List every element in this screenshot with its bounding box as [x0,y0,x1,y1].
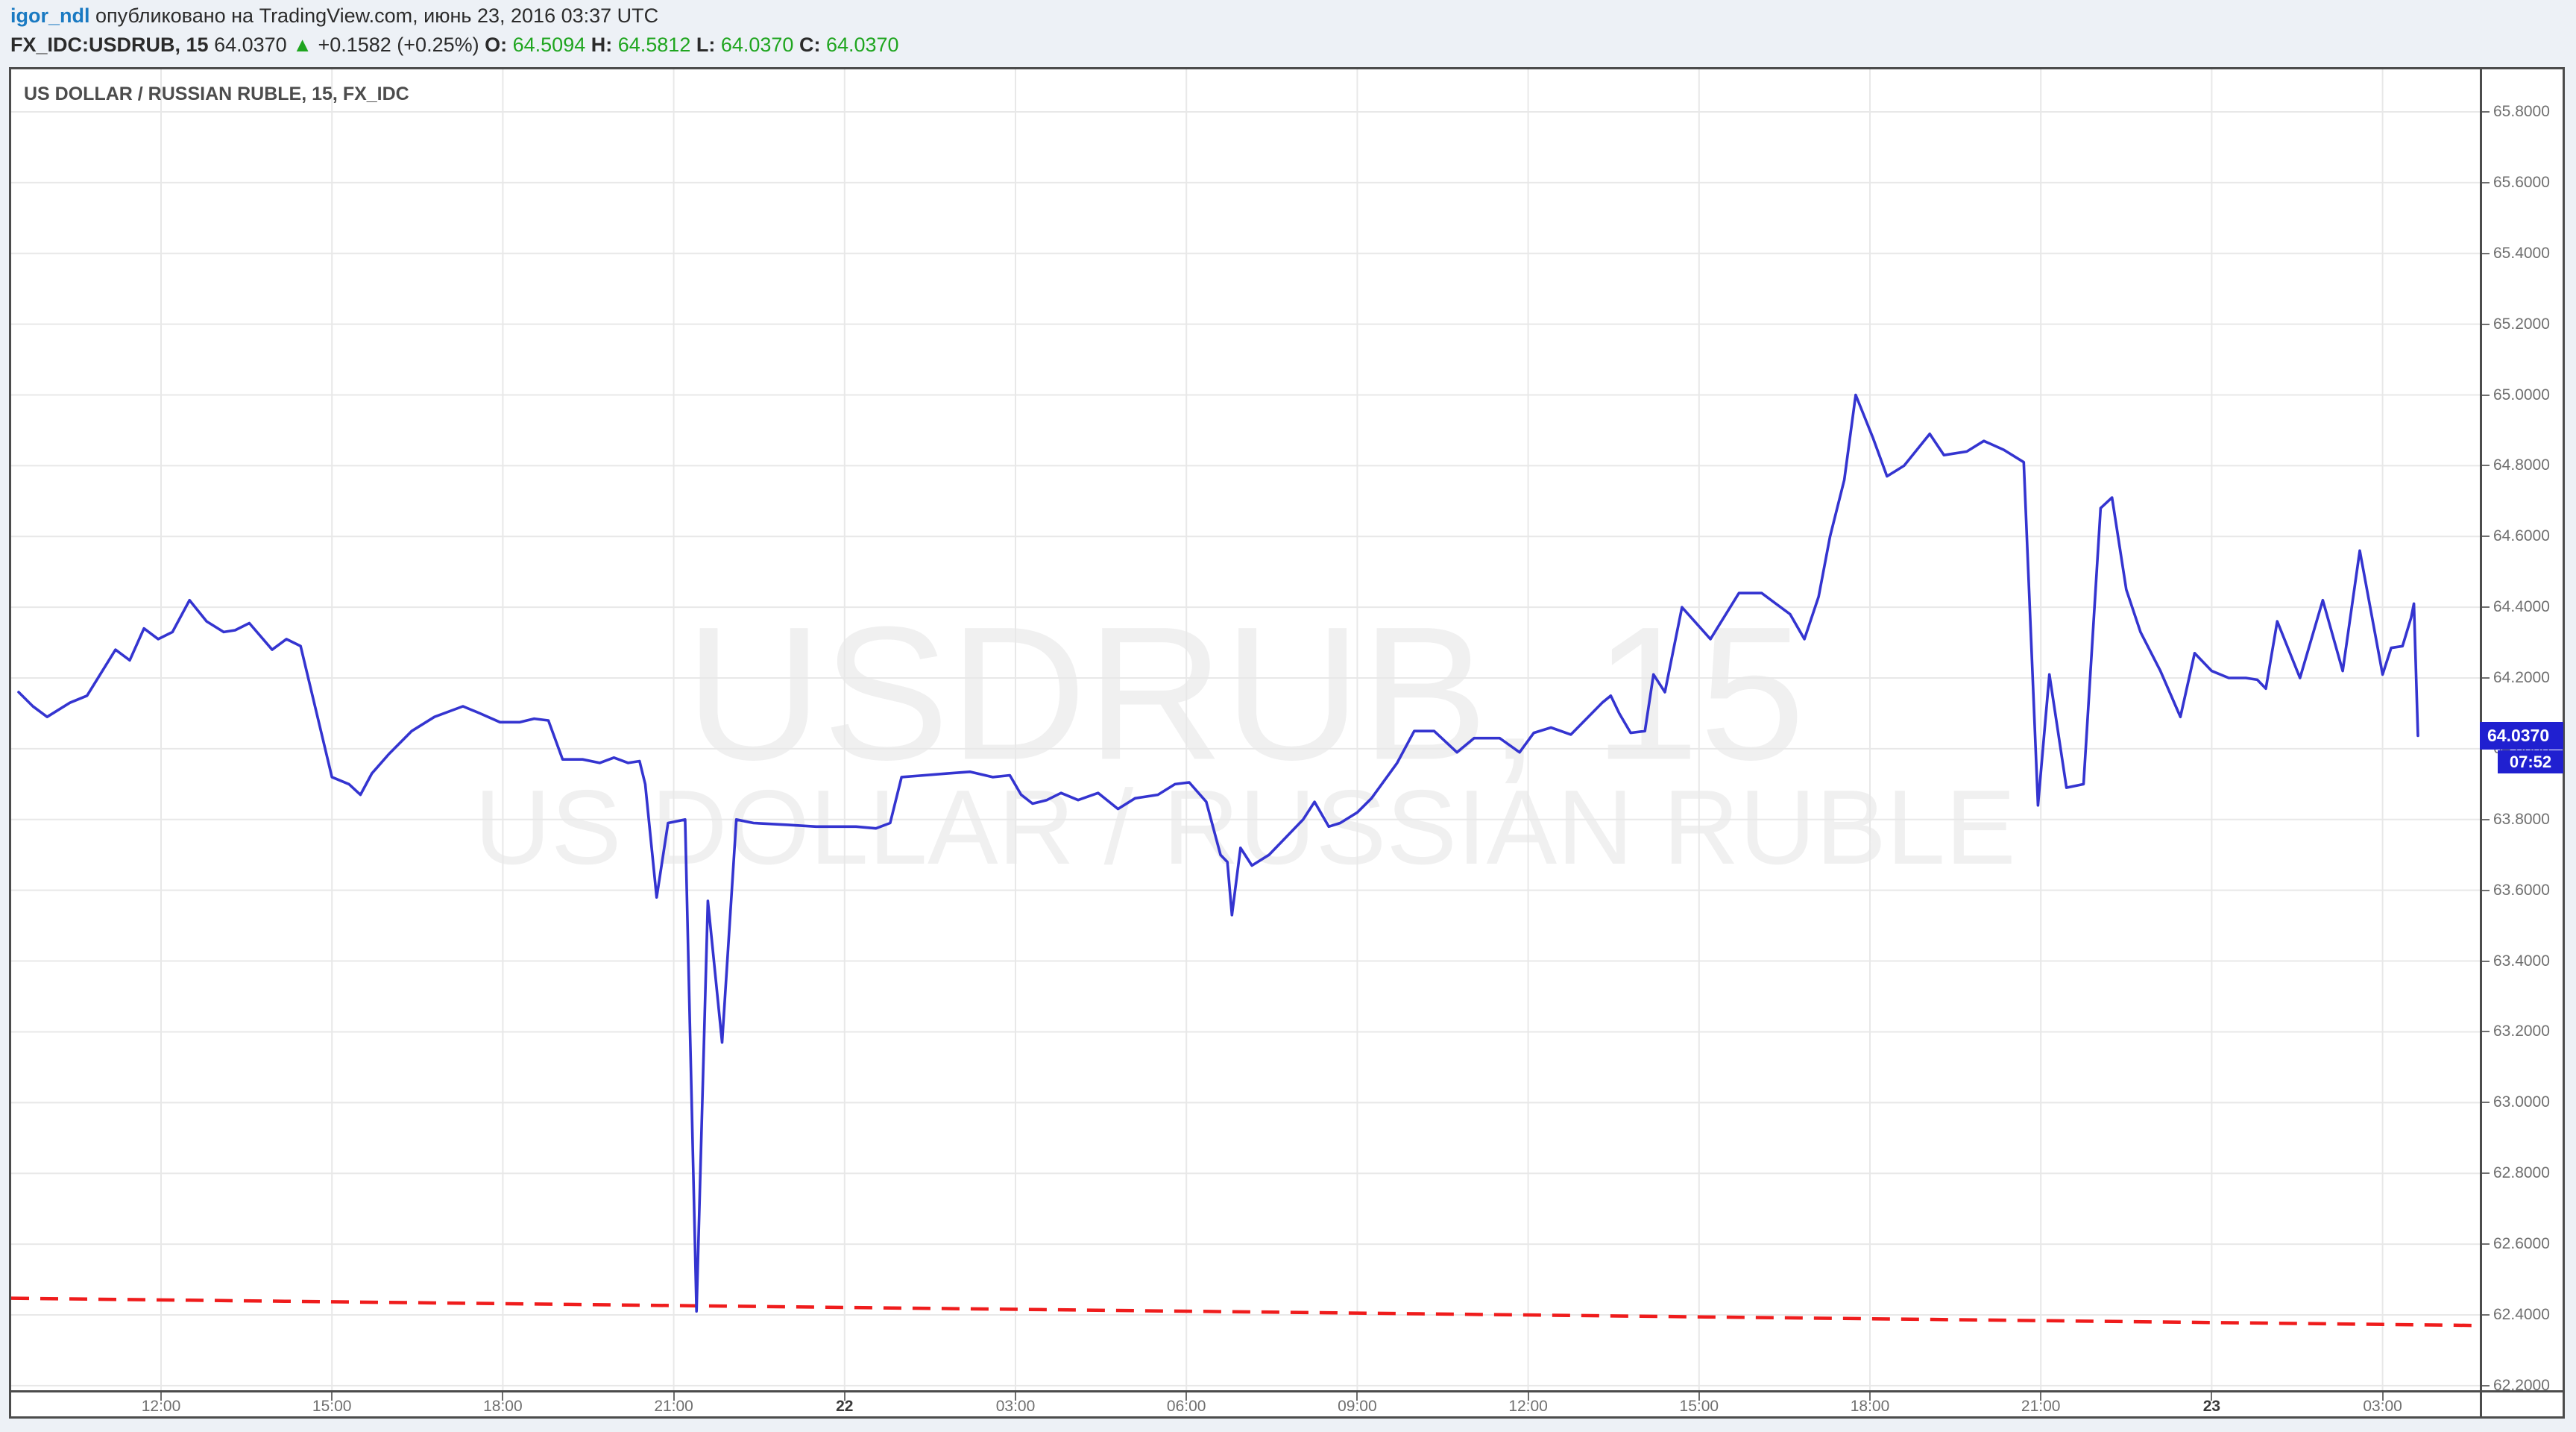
price-axis-tick [2480,1243,2490,1246]
ohlc-key: C: [793,34,821,56]
time-axis-tick [1015,1392,1016,1401]
time-axis-tick [2381,1392,2384,1401]
ohlc-key: H: [585,34,613,56]
price-axis-label: 62.4000 [2493,1305,2550,1323]
time-axis-tick [2040,1392,2042,1401]
ohlc-value: 64.0370 [820,34,899,56]
price-axis-label: 62.6000 [2493,1235,2550,1253]
time-axis-label: 18:00 [1850,1398,1890,1415]
price-axis-label: 63.2000 [2493,1023,2550,1040]
ohlc-key: O: [485,34,508,56]
price-axis-tick [2480,1172,2490,1175]
price-axis-label: 64.4000 [2493,598,2550,616]
price-axis-label: 65.8000 [2493,103,2550,120]
time-axis-tick [160,1392,162,1401]
bar-countdown-badge: 07:52 [2498,750,2563,774]
price-axis-tick [2480,323,2490,325]
price-axis-label: 63.6000 [2493,881,2550,899]
time-axis-label: 03:00 [995,1398,1036,1415]
time-axis-tick [1356,1392,1358,1401]
watermark-description: US DOLLAR / RUSSIAN RUBLE [474,768,2016,887]
price-axis-label: 65.6000 [2493,173,2550,191]
price-chart-svg [11,69,2480,1390]
time-axis-label: 15:00 [1679,1398,1719,1415]
price-axis-tick [2480,181,2490,183]
price-axis-tick [2480,1384,2490,1387]
price-axis-label: 64.8000 [2493,456,2550,474]
symbol-ohlc-line: FX_IDC:USDRUB, 15 64.0370 ▲ +0.1582 (+0.… [10,34,899,57]
plot-area[interactable] [11,69,2480,1390]
price-axis-label: 63.4000 [2493,952,2550,970]
published-text: опубликовано на TradingView.com, июнь 23… [89,4,659,27]
price-axis-label: 62.8000 [2493,1164,2550,1182]
time-axis-label: 18:00 [483,1398,523,1415]
price-axis-label: 65.2000 [2493,315,2550,333]
price-axis-tick [2480,677,2490,679]
time-axis-label: 22 [836,1398,854,1415]
price-axis-label: 64.6000 [2493,527,2550,545]
time-axis-tick [1185,1392,1188,1401]
price-axis-tick [2480,606,2490,609]
ohlc-value: 64.5812 [612,34,691,56]
time-axis-label: 03:00 [2363,1398,2402,1415]
time-axis-label: 12:00 [141,1398,181,1415]
time-axis-label: 15:00 [312,1398,352,1415]
time-axis-label: 21:00 [654,1398,693,1415]
ohlc-value: 64.5094 [507,34,586,56]
username-link[interactable]: igor_ndl [10,4,90,27]
price-axis-label: 65.0000 [2493,386,2550,403]
time-axis-tick [2211,1392,2213,1401]
time-axis-tick [1698,1392,1700,1401]
price-axis-tick [2480,960,2490,962]
time-axis-separator [11,1390,2563,1392]
last-price-badge: 64.0370 [2480,722,2563,750]
time-axis-label: 12:00 [1508,1398,1548,1415]
time-axis-label: 09:00 [1338,1398,1377,1415]
price-axis-tick [2480,536,2490,538]
time-axis-tick [502,1392,504,1401]
price-series-line [17,393,2419,1313]
price-axis-label: 64.2000 [2493,669,2550,687]
time-axis-tick [1869,1392,1871,1401]
price-axis-label: 62.2000 [2493,1376,2550,1394]
symbol-name: FX_IDC:USDRUB, 15 [10,34,209,56]
time-axis-label: 06:00 [1166,1398,1206,1415]
ohlc-values: O: 64.5094 H: 64.5812 L: 64.0370 C: 64.0… [485,34,898,56]
price-axis-label: 63.8000 [2493,810,2550,828]
watermark-symbol: USDRUB, 15 [684,587,1806,800]
price-axis-tick [2480,465,2490,467]
time-axis-tick [331,1392,333,1401]
price-axis-tick [2480,111,2490,113]
price-axis-tick [2480,1102,2490,1104]
publish-header: igor_ndl опубликовано на TradingView.com… [10,4,658,28]
symbol-last-price: 64.0370 [214,34,287,56]
price-axis-tick [2480,1313,2490,1316]
price-axis-label: 65.4000 [2493,244,2550,262]
time-axis-label: 23 [2202,1398,2221,1415]
ohlc-key: L: [690,34,716,56]
time-axis-tick [1527,1392,1529,1401]
price-axis-tick [2480,818,2490,820]
price-change: +0.1582 (+0.25%) [318,34,479,56]
time-axis-tick [673,1392,675,1401]
time-axis-tick [843,1392,845,1401]
price-axis-tick [2480,1031,2490,1033]
chart-title: US DOLLAR / RUSSIAN RUBLE, 15, FX_IDC [24,84,409,104]
trend-line [11,1296,2480,1328]
chart-frame [9,67,2565,1419]
price-axis-label: 63.0000 [2493,1093,2550,1111]
price-axis-tick [2480,252,2490,254]
time-axis-label: 21:00 [2021,1398,2061,1415]
up-triangle-icon: ▲ [292,34,312,56]
price-axis-tick [2480,889,2490,891]
ohlc-value: 64.0370 [715,34,794,56]
price-axis-tick [2480,394,2490,396]
